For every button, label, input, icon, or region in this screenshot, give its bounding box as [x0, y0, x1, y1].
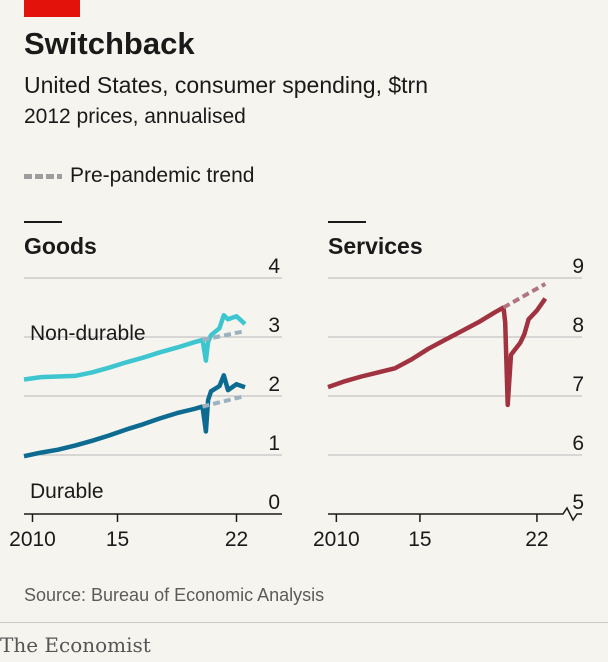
- series-line: [23, 373, 246, 459]
- durable-label: Durable: [30, 480, 104, 503]
- services-panel: Services 5 6 7 8 9 2010 15 22: [313, 221, 584, 551]
- x-tick-label: 15: [106, 528, 129, 551]
- goods-panel: Goods 0 1 2 3 4 2010 15 22 Non-durable Durable: [9, 221, 282, 551]
- x-tick-label: 2010: [9, 528, 56, 551]
- y-tick-label: 4: [268, 255, 280, 278]
- trend-line: [202, 329, 246, 342]
- x-tick-label: 15: [408, 528, 431, 551]
- y-tick-label: 0: [268, 491, 280, 514]
- series-line: [327, 297, 548, 408]
- chart-subtitle: United States, consumer spending, $trn: [24, 72, 429, 98]
- trend-line: [202, 394, 246, 409]
- x-tick-label: 22: [225, 528, 248, 551]
- y-tick-label: 5: [572, 491, 584, 514]
- source-note: Source: Bureau of Economic Analysis: [24, 585, 325, 605]
- series-line: [23, 312, 247, 382]
- y-tick-label: 1: [268, 432, 280, 455]
- services-panel-title: Services: [328, 233, 423, 259]
- y-tick-label: 2: [268, 373, 280, 396]
- chart-title: Switchback: [24, 26, 195, 61]
- brand-red-tab: [24, 0, 80, 17]
- y-tick-label: 6: [572, 432, 584, 455]
- chart-subtitle-units: 2012 prices, annualised: [24, 105, 246, 128]
- brand-wordmark: The Economist: [0, 633, 151, 657]
- x-tick-label: 2010: [313, 528, 360, 551]
- axis-break-marker: [558, 506, 582, 522]
- y-tick-label: 9: [572, 255, 584, 278]
- legend: Pre-pandemic trend: [24, 164, 254, 188]
- y-tick-label: 3: [268, 314, 280, 337]
- goods-panel-title: Goods: [24, 233, 97, 259]
- legend-label: Pre-pandemic trend: [70, 164, 255, 187]
- trend-line: [502, 282, 547, 310]
- y-tick-label: 7: [572, 373, 584, 396]
- y-tick-label: 8: [572, 314, 584, 337]
- non-durable-label: Non-durable: [30, 322, 146, 345]
- footer-divider: [0, 622, 608, 623]
- x-tick-label: 22: [525, 528, 548, 551]
- legend-dashed-swatch: [24, 173, 62, 179]
